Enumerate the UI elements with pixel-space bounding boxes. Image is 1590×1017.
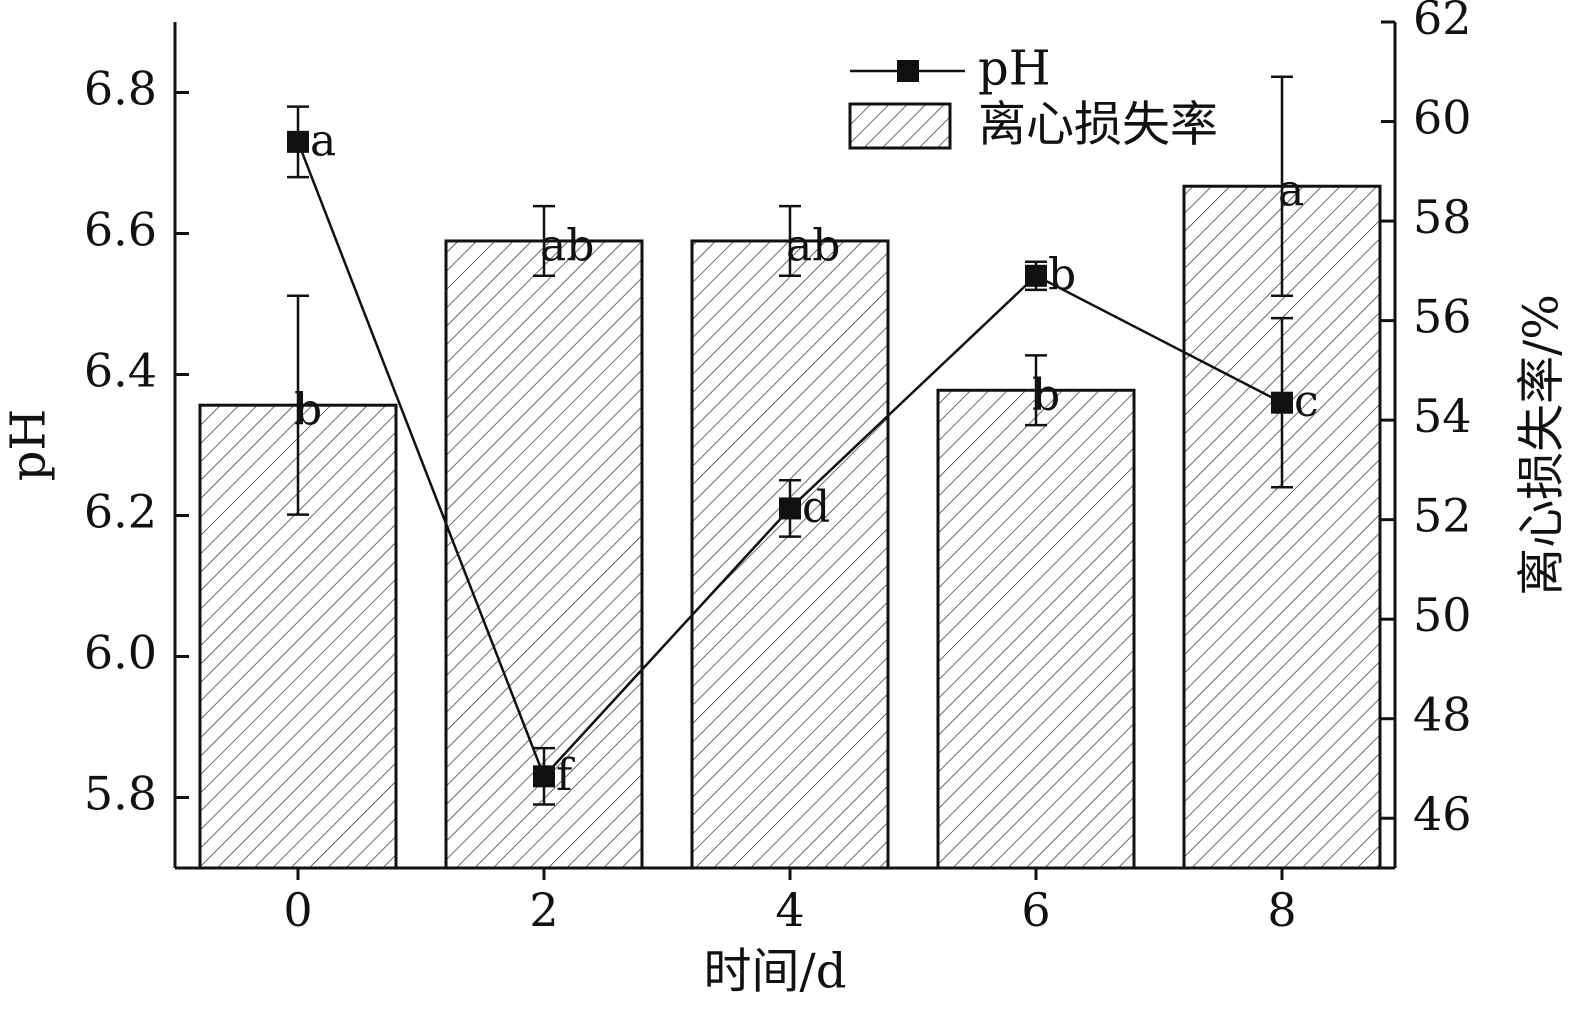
y-right-tick-label: 52 bbox=[1413, 489, 1472, 543]
x-tick-label: 2 bbox=[529, 883, 558, 937]
bar-letter-2: ab bbox=[540, 220, 594, 271]
legend-bar-label: 离心损失率 bbox=[978, 97, 1218, 153]
legend-ph-marker bbox=[897, 60, 919, 82]
y-axis-right-title: 离心损失率/% bbox=[1514, 294, 1570, 596]
y-left-tick-label: 6.2 bbox=[84, 485, 157, 539]
ph-marker-4 bbox=[779, 497, 801, 520]
error-bars-layer bbox=[287, 75, 1293, 806]
x-tick-label: 8 bbox=[1267, 883, 1296, 937]
y-right-tick-label: 62 bbox=[1413, 0, 1472, 45]
ph-marker-6 bbox=[1025, 264, 1047, 287]
bar-error-6 bbox=[1025, 354, 1047, 427]
y-right-tick-label: 54 bbox=[1413, 389, 1472, 443]
bar-error-2 bbox=[533, 204, 555, 278]
y-right-tick-label: 46 bbox=[1413, 787, 1472, 841]
x-tick-label: 0 bbox=[283, 883, 312, 937]
bar-error-4 bbox=[779, 204, 801, 278]
bar-centrifugal-loss-6 bbox=[936, 388, 1136, 870]
bar-letter-4: ab bbox=[786, 220, 840, 271]
ph-letter-4: d bbox=[802, 482, 830, 533]
bar-letter-6: b bbox=[1032, 370, 1060, 421]
significance-labels-layer: b ab ab b a a f d b c bbox=[294, 115, 1319, 801]
ph-letter-2: f bbox=[556, 750, 575, 801]
ph-letter-6: b bbox=[1048, 249, 1076, 300]
bar-letter-8: a bbox=[1278, 166, 1304, 217]
legend-bar-swatch bbox=[848, 102, 952, 150]
y-left-tick-label: 6.8 bbox=[84, 62, 157, 116]
x-tick-label: 4 bbox=[775, 883, 804, 937]
ph-letter-0: a bbox=[310, 115, 336, 166]
bar-centrifugal-loss-4 bbox=[690, 239, 890, 870]
ph-letter-8: c bbox=[1294, 376, 1319, 427]
y-axis-left-title: pH bbox=[1, 409, 57, 482]
x-axis-title: 时间/d bbox=[704, 944, 847, 1000]
ph-marker-0 bbox=[287, 130, 309, 153]
y-right-tick-label: 56 bbox=[1413, 290, 1472, 344]
y-left-tick-label: 6.0 bbox=[84, 626, 157, 680]
bar-error-8 bbox=[1271, 75, 1293, 297]
y-right-tick-label: 60 bbox=[1413, 91, 1472, 145]
y-right-tick-label: 58 bbox=[1413, 190, 1472, 244]
ph-line-layer bbox=[287, 130, 1293, 788]
y-left-tick-label: 6.4 bbox=[84, 344, 157, 398]
ph-marker-2 bbox=[533, 765, 555, 788]
legend-ph-label: pH bbox=[978, 41, 1051, 97]
bar-error-0 bbox=[287, 294, 309, 516]
ph-marker-8 bbox=[1271, 391, 1293, 414]
y-right-tick-label: 50 bbox=[1413, 588, 1472, 642]
y-left-tick-label: 5.8 bbox=[84, 767, 157, 821]
bar-centrifugal-loss-8 bbox=[1182, 184, 1382, 870]
y-left-tick-label: 6.6 bbox=[84, 203, 157, 257]
x-tick-label: 6 bbox=[1021, 883, 1050, 937]
y-right-tick-label: 48 bbox=[1413, 688, 1472, 742]
bar-letter-0: b bbox=[294, 385, 322, 436]
